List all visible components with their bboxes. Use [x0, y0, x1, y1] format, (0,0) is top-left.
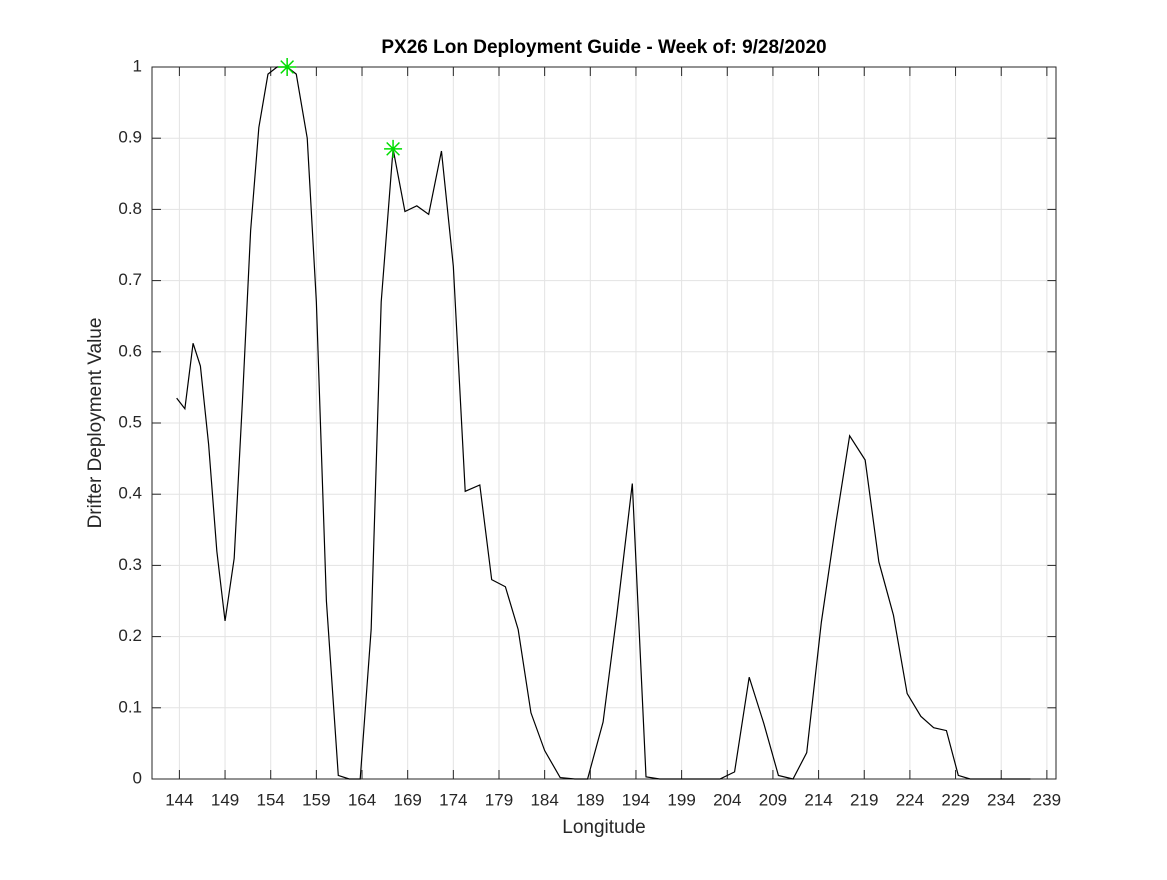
- x-tick-label: 144: [165, 790, 193, 809]
- highlight-marker: [384, 139, 403, 158]
- x-tick-label: 209: [759, 790, 787, 809]
- x-tick-label: 164: [348, 790, 376, 809]
- x-tick-label: 159: [302, 790, 330, 809]
- x-tick-label: 234: [987, 790, 1015, 809]
- y-tick-label: 0.2: [118, 626, 142, 645]
- x-tick-label: 169: [393, 790, 421, 809]
- y-tick-label: 0.4: [118, 484, 142, 503]
- y-tick-label: 0.5: [118, 412, 142, 431]
- y-tick-label: 0.7: [118, 270, 142, 289]
- y-axis-label: Drifter Deployment Value: [85, 318, 106, 529]
- y-tick-label: 0: [133, 768, 142, 787]
- x-tick-label: 199: [667, 790, 695, 809]
- y-tick-label: 0.3: [118, 555, 142, 574]
- x-tick-label: 154: [257, 790, 285, 809]
- y-tick-label: 0.8: [118, 199, 142, 218]
- y-tick-label: 0.1: [118, 697, 142, 716]
- x-tick-label: 214: [804, 790, 832, 809]
- highlight-marker: [278, 58, 297, 76]
- y-tick-label: 0.9: [118, 128, 142, 147]
- data-line: [176, 66, 1031, 780]
- x-axis-label: Longitude: [562, 817, 645, 838]
- x-tick-label: 204: [713, 790, 741, 809]
- plot-frame: [151, 66, 1057, 780]
- y-tick-label: 1: [133, 56, 142, 75]
- x-tick-label: 219: [850, 790, 878, 809]
- x-tick-label: 229: [941, 790, 969, 809]
- x-tick-label: 149: [211, 790, 239, 809]
- y-tick-label: 0.6: [118, 341, 142, 360]
- x-tick-label: 184: [530, 790, 558, 809]
- x-tick-label: 224: [896, 790, 924, 809]
- x-tick-label: 174: [439, 790, 467, 809]
- chart-title: PX26 Lon Deployment Guide - Week of: 9/2…: [381, 37, 826, 58]
- x-tick-label: 189: [576, 790, 604, 809]
- x-tick-label: 179: [485, 790, 513, 809]
- x-tick-label: 194: [622, 790, 650, 809]
- x-tick-label: 239: [1033, 790, 1061, 809]
